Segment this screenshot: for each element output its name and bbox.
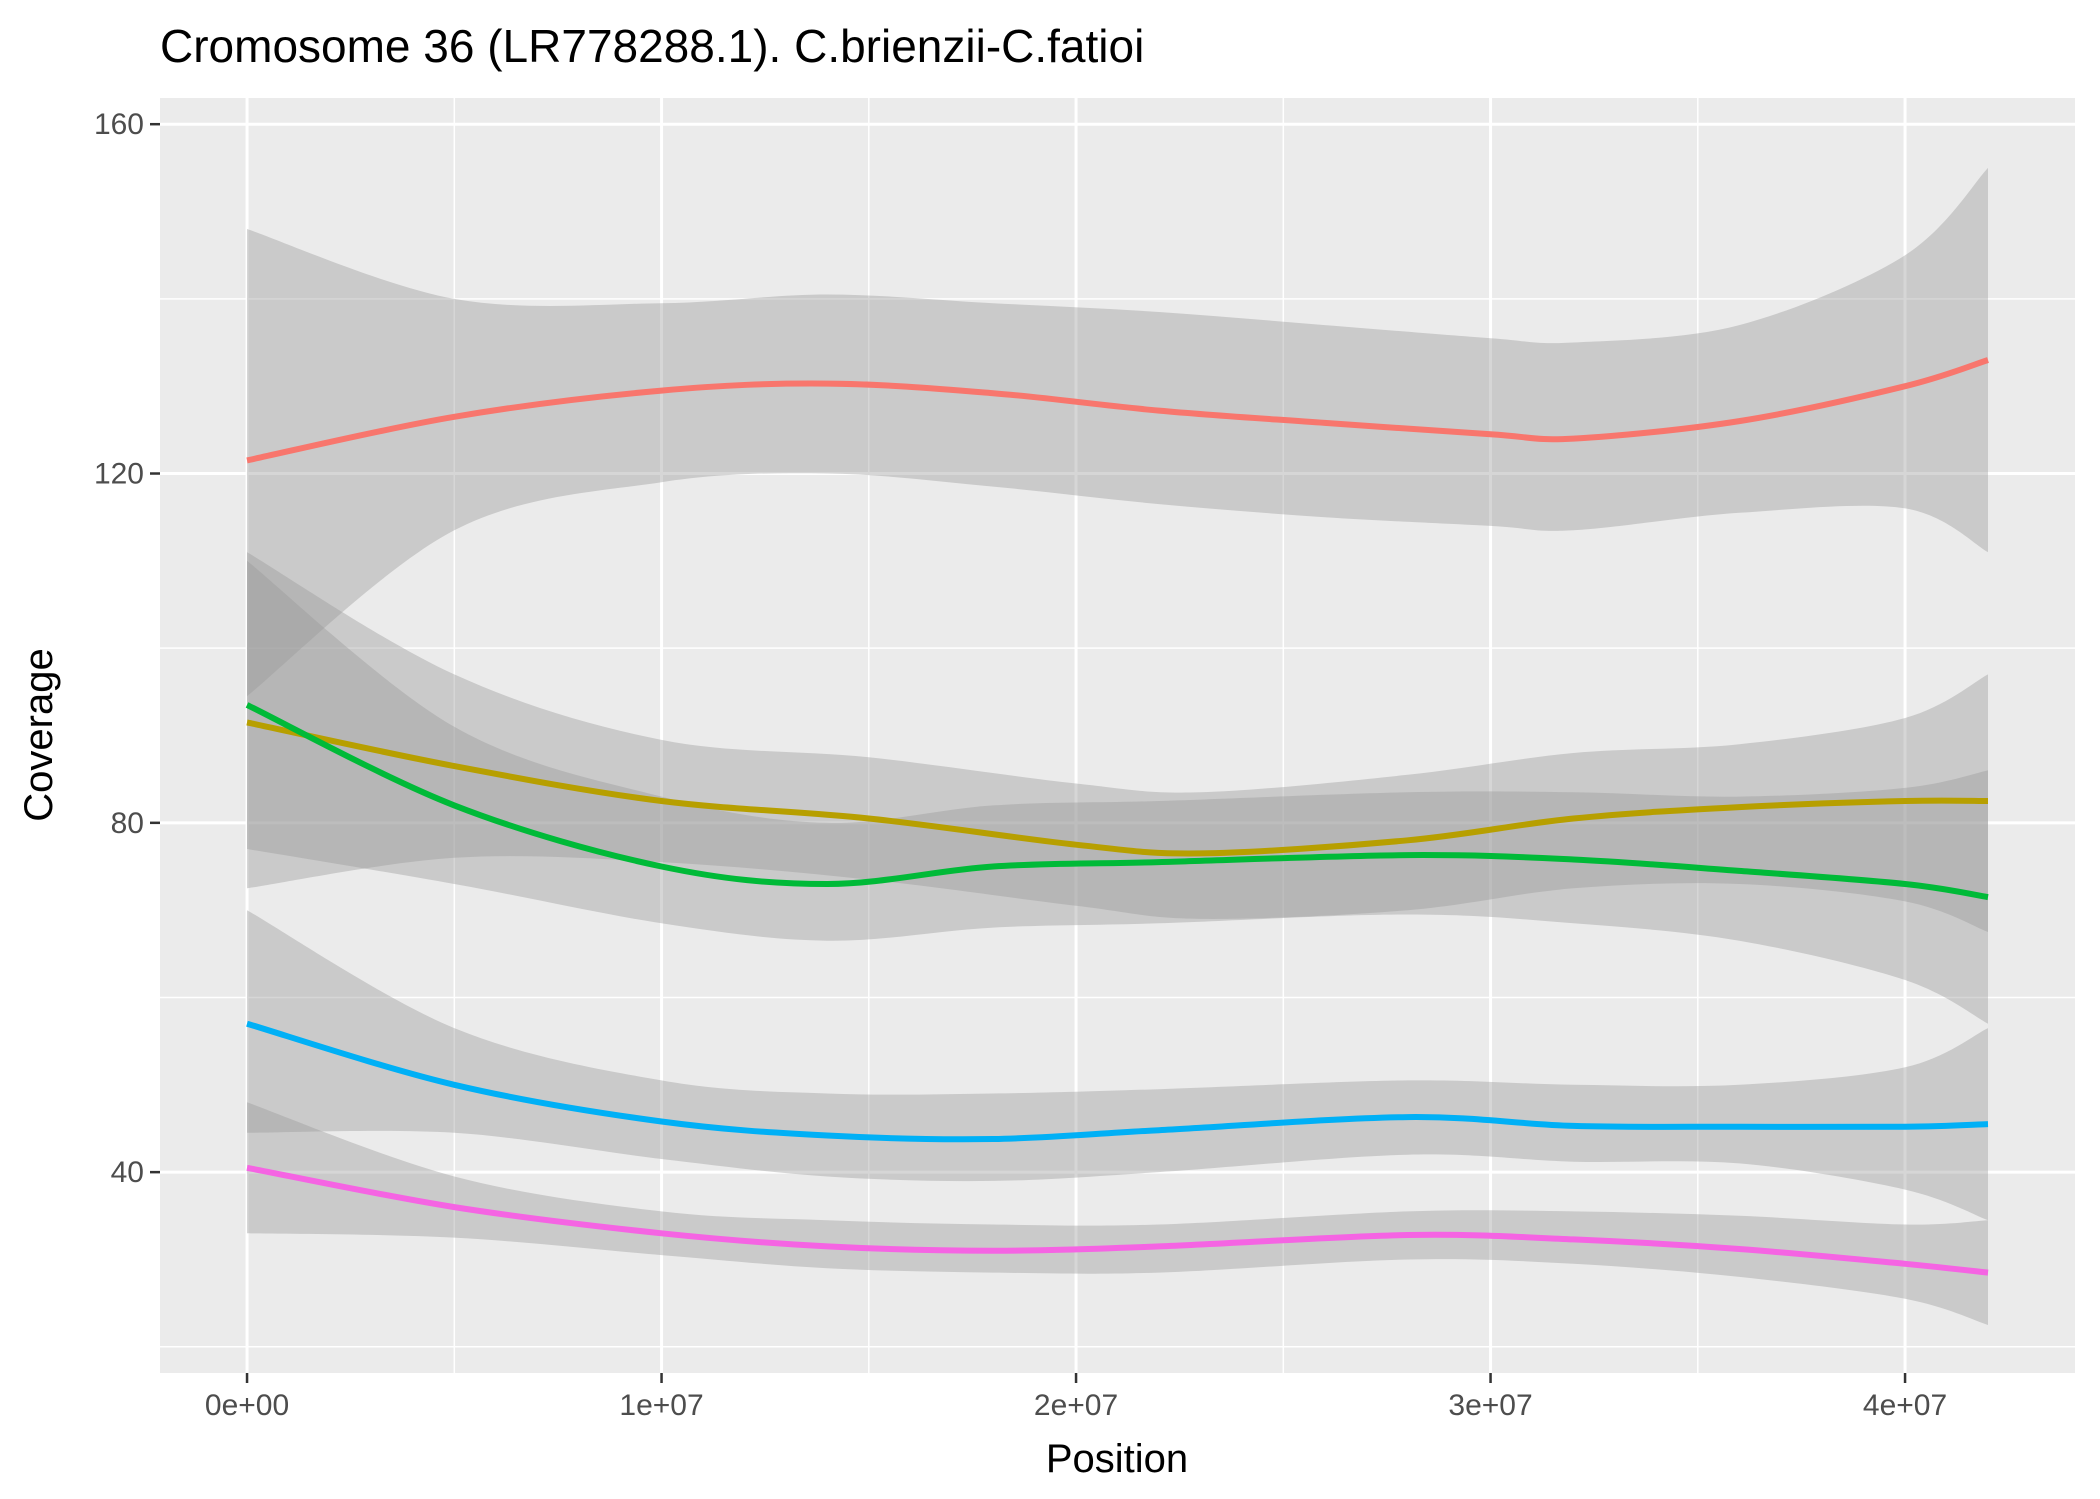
x-tick-label: 4e+07 [1863, 1389, 1947, 1422]
x-tick-label: 2e+07 [1034, 1389, 1118, 1422]
series-line-5 [246, 1164, 1989, 1276]
confidence-band-3 [247, 560, 1988, 1024]
x-tick-label: 1e+07 [619, 1389, 703, 1422]
series-line-3 [245, 702, 1989, 901]
y-axis-title: Coverage [17, 648, 61, 821]
confidence-band-2 [247, 552, 1988, 932]
x-tick-label: 0e+00 [205, 1389, 289, 1422]
confidence-band-5 [247, 1102, 1988, 1325]
y-tick-label: 40 [111, 1156, 144, 1189]
series-line-4 [246, 1020, 1989, 1143]
x-axis-title: Position [1046, 1437, 1188, 1481]
axes: 0e+00 1e+07 2e+07 3e+07 4e+07 40 80 120 160 [94, 108, 1947, 1422]
confidence-bands [247, 167, 1988, 1325]
series-lines [245, 357, 1989, 1276]
y-tick-label: 160 [94, 108, 144, 141]
y-tick-label: 80 [111, 807, 144, 840]
confidence-band-4 [247, 910, 1988, 1221]
y-tick-label: 120 [94, 458, 144, 491]
confidence-band-1 [247, 167, 1988, 697]
plot-panel [160, 98, 2075, 1373]
series-line-2 [246, 719, 1989, 857]
series-line-1 [246, 357, 1989, 464]
chart-title: Cromosome 36 (LR778288.1). C.brienzii-C.… [160, 20, 1144, 72]
grid-lines [160, 98, 2075, 1373]
x-tick-label: 3e+07 [1448, 1389, 1532, 1422]
